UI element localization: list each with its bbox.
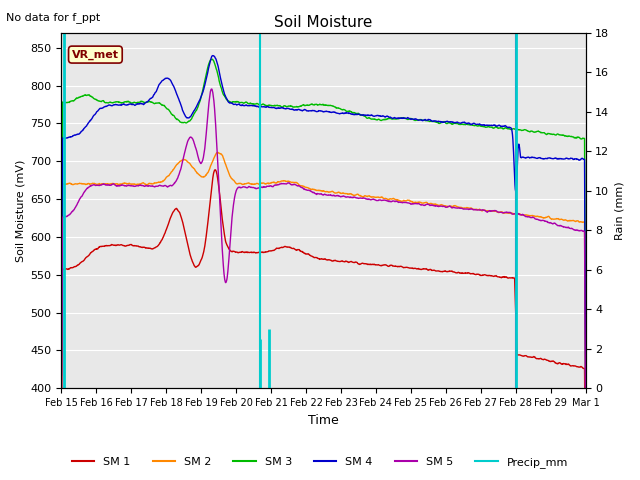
Y-axis label: Soil Moisture (mV): Soil Moisture (mV) xyxy=(15,159,25,262)
SM 4 xyxy=(58,372,65,378)
SM 2 xyxy=(301,184,308,190)
SM 2 xyxy=(356,193,364,199)
SM 3 xyxy=(280,103,288,108)
Line: SM 1: SM 1 xyxy=(61,170,586,480)
SM 3 xyxy=(582,372,589,378)
SM 2 xyxy=(582,420,589,426)
Legend: SM 1, SM 2, SM 3, SM 4, SM 5, Precip_mm: SM 1, SM 2, SM 3, SM 4, SM 5, Precip_mm xyxy=(68,452,572,472)
Y-axis label: Rain (mm): Rain (mm) xyxy=(615,181,625,240)
SM 1 xyxy=(58,447,65,453)
SM 3 xyxy=(120,100,127,106)
Line: SM 5: SM 5 xyxy=(61,89,586,428)
SM 1 xyxy=(291,246,299,252)
SM 3 xyxy=(98,98,106,104)
SM 5 xyxy=(301,186,308,192)
Line: SM 3: SM 3 xyxy=(61,59,586,375)
SM 2 xyxy=(120,180,127,186)
SM 3 xyxy=(356,112,364,118)
SM 2 xyxy=(58,398,65,404)
SM 1 xyxy=(280,244,288,250)
SM 4 xyxy=(291,107,299,113)
SM 3 xyxy=(301,103,308,108)
SM 5 xyxy=(582,425,589,431)
SM 4 xyxy=(356,112,364,118)
Title: Soil Moisture: Soil Moisture xyxy=(275,15,372,30)
X-axis label: Time: Time xyxy=(308,414,339,427)
SM 4 xyxy=(120,101,127,107)
SM 1 xyxy=(120,242,127,248)
SM 1 xyxy=(356,261,364,267)
SM 3 xyxy=(58,351,65,357)
SM 5 xyxy=(120,182,127,188)
Text: No data for f_ppt: No data for f_ppt xyxy=(6,12,100,23)
SM 1 xyxy=(211,167,219,173)
SM 2 xyxy=(280,178,288,184)
SM 1 xyxy=(301,251,308,256)
SM 5 xyxy=(58,417,65,423)
SM 3 xyxy=(208,56,216,62)
SM 5 xyxy=(98,182,106,188)
SM 4 xyxy=(209,53,217,59)
SM 5 xyxy=(280,181,288,187)
SM 4 xyxy=(98,105,106,111)
Text: VR_met: VR_met xyxy=(72,49,119,60)
SM 5 xyxy=(208,86,216,92)
SM 4 xyxy=(280,106,288,111)
SM 2 xyxy=(98,181,106,187)
SM 4 xyxy=(301,107,308,112)
SM 5 xyxy=(356,195,364,201)
SM 1 xyxy=(98,243,106,249)
Line: SM 2: SM 2 xyxy=(61,153,586,423)
SM 5 xyxy=(291,181,299,187)
SM 2 xyxy=(214,150,222,156)
SM 4 xyxy=(582,384,589,390)
Line: SM 4: SM 4 xyxy=(61,56,586,387)
SM 3 xyxy=(291,104,299,110)
SM 2 xyxy=(291,180,299,185)
